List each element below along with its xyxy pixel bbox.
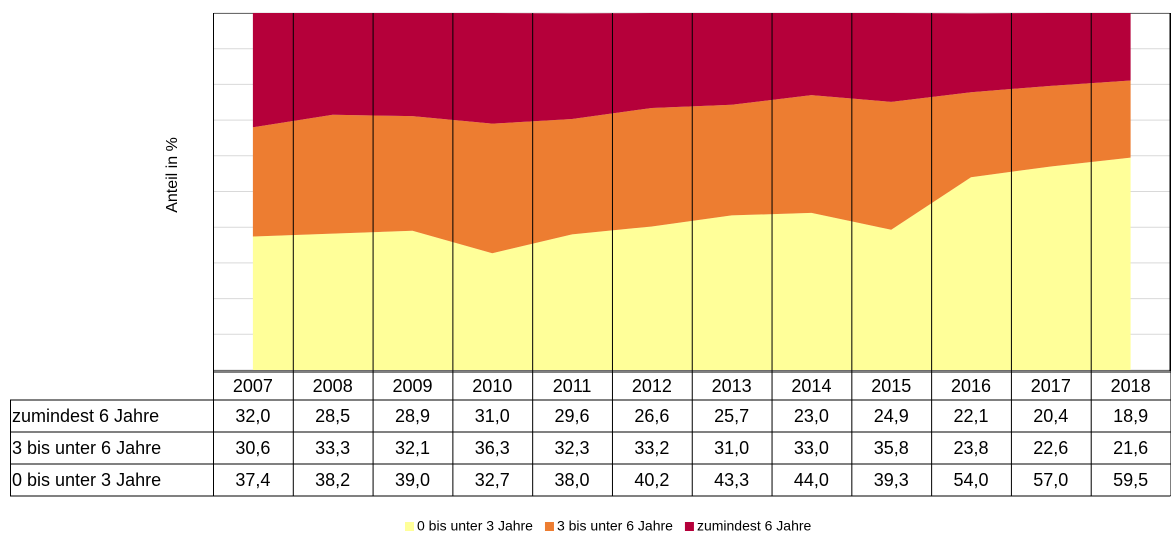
value-label: 18,9	[1113, 406, 1148, 426]
value-label: 33,3	[315, 438, 350, 458]
value-label: 35,8	[874, 438, 909, 458]
value-label: 38,2	[315, 470, 350, 490]
value-label: 32,3	[555, 438, 590, 458]
x-tick-label: 2007	[233, 376, 273, 396]
value-label: 28,5	[315, 406, 350, 426]
value-label: 21,6	[1113, 438, 1148, 458]
value-label: 33,0	[794, 438, 829, 458]
x-tick-label: 2014	[791, 376, 831, 396]
x-tick-label: 2016	[951, 376, 991, 396]
value-label: 22,6	[1033, 438, 1068, 458]
value-label: 54,0	[953, 470, 988, 490]
row-label: 0 bis unter 3 Jahre	[12, 470, 161, 490]
legend-label: 0 bis unter 3 Jahre	[417, 518, 533, 534]
value-label: 26,6	[634, 406, 669, 426]
x-tick-label: 2017	[1031, 376, 1071, 396]
value-label: 39,3	[874, 470, 909, 490]
value-label: 23,8	[953, 438, 988, 458]
value-label: 20,4	[1033, 406, 1068, 426]
value-label: 40,2	[634, 470, 669, 490]
x-tick-label: 2011	[553, 376, 592, 396]
y-axis-label: Anteil in %	[164, 137, 181, 213]
value-label: 31,0	[714, 438, 749, 458]
legend-label: 3 bis unter 6 Jahre	[557, 518, 673, 534]
value-label: 32,7	[475, 470, 510, 490]
x-tick-label: 2009	[392, 376, 432, 396]
value-label: 32,1	[395, 438, 430, 458]
value-label: 29,6	[555, 406, 590, 426]
value-label: 43,3	[714, 470, 749, 490]
row-label: 3 bis unter 6 Jahre	[12, 438, 161, 458]
legend-swatch	[405, 522, 414, 531]
x-tick-label: 2018	[1111, 376, 1151, 396]
value-label: 37,4	[235, 470, 270, 490]
value-label: 25,7	[714, 406, 749, 426]
value-label: 57,0	[1033, 470, 1068, 490]
legend-swatch	[684, 522, 694, 531]
row-label: zumindest 6 Jahre	[12, 406, 159, 426]
value-label: 28,9	[395, 406, 430, 426]
value-label: 23,0	[794, 406, 829, 426]
value-label: 22,1	[953, 406, 988, 426]
x-tick-label: 2008	[313, 376, 353, 396]
value-label: 39,0	[395, 470, 430, 490]
x-tick-label: 2010	[472, 376, 512, 396]
value-label: 32,0	[235, 406, 270, 426]
x-tick-label: 2013	[712, 376, 752, 396]
value-label: 30,6	[235, 438, 270, 458]
value-label: 31,0	[475, 406, 510, 426]
value-label: 36,3	[475, 438, 510, 458]
value-label: 44,0	[794, 470, 829, 490]
legend-swatch	[544, 522, 554, 531]
x-tick-label: 2015	[871, 376, 911, 396]
value-label: 33,2	[634, 438, 669, 458]
value-label: 59,5	[1113, 470, 1148, 490]
x-tick-label: 2012	[632, 376, 672, 396]
value-label: 24,9	[874, 406, 909, 426]
value-label: 38,0	[555, 470, 590, 490]
legend-label: zumindest 6 Jahre	[697, 518, 812, 534]
